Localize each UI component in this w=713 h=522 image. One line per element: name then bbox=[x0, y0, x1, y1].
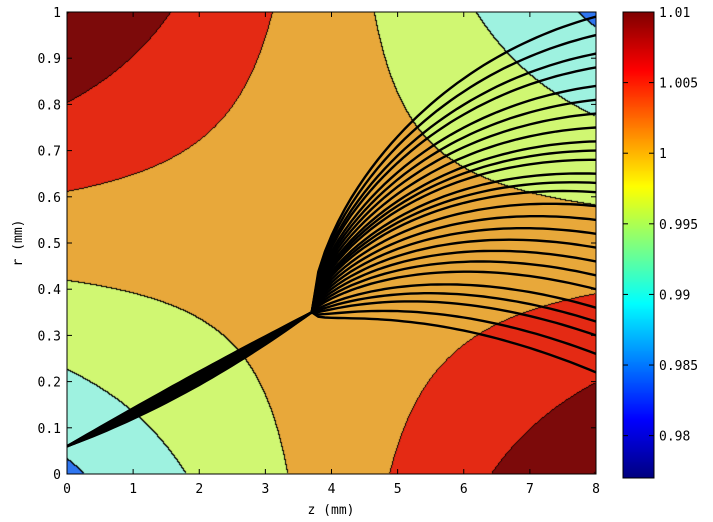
colorbar-tick-label: 1.005 bbox=[659, 77, 698, 92]
y-tick-label: 0.3 bbox=[38, 329, 61, 344]
trajectory-line bbox=[67, 15, 596, 448]
x-axis-title: z (mm) bbox=[308, 503, 355, 518]
x-axis: 0 1 2 3 4 5 6 7 8 bbox=[63, 12, 600, 497]
x-tick-label: 1 bbox=[129, 482, 137, 497]
y-tick-label: 0.8 bbox=[38, 98, 61, 113]
x-tick-label: 8 bbox=[592, 482, 600, 497]
y-tick-label: 0.6 bbox=[38, 191, 61, 206]
x-tick-label: 2 bbox=[195, 482, 203, 497]
y-tick-label: 0.5 bbox=[38, 237, 61, 252]
x-tick-label: 0 bbox=[63, 482, 71, 497]
colorbar-tick-label: 0.99 bbox=[659, 288, 690, 303]
y-tick-label: 1 bbox=[53, 6, 61, 21]
colorbar-ticks: 0.98 0.985 0.99 0.995 1 1.005 1.01 bbox=[623, 6, 698, 445]
y-axis-title: r (mm) bbox=[11, 220, 26, 267]
colorbar-tick-label: 1 bbox=[659, 147, 667, 162]
x-tick-label: 3 bbox=[261, 482, 269, 497]
y-tick-label: 0.4 bbox=[38, 283, 62, 298]
y-tick-label: 0 bbox=[53, 468, 61, 483]
colorbar: 0.98 0.985 0.99 0.995 1 1.005 1.01 bbox=[622, 6, 698, 479]
x-tick-label: 6 bbox=[460, 482, 468, 497]
y-tick-label: 0.1 bbox=[38, 422, 61, 437]
colorbar-frame bbox=[622, 11, 655, 479]
x-tick-label: 7 bbox=[526, 482, 534, 497]
trajectory-lines bbox=[67, 15, 596, 448]
y-tick-label: 0.2 bbox=[38, 376, 61, 391]
plot-area bbox=[67, 12, 596, 474]
y-axis: 0 0.1 0.2 0.3 0.4 0.5 0.6 0.7 0.8 0.9 1 bbox=[38, 6, 596, 483]
colorbar-gradient bbox=[623, 12, 654, 478]
colorbar-tick-label: 1.01 bbox=[659, 6, 690, 21]
colorbar-tick-label: 0.985 bbox=[659, 359, 698, 374]
y-tick-label: 0.9 bbox=[38, 52, 61, 67]
x-tick-label: 4 bbox=[328, 482, 336, 497]
colorbar-tick-label: 0.995 bbox=[659, 218, 698, 233]
x-tick-label: 5 bbox=[394, 482, 402, 497]
colorbar-tick-label: 0.98 bbox=[659, 430, 690, 445]
y-tick-label: 0.7 bbox=[38, 145, 61, 160]
